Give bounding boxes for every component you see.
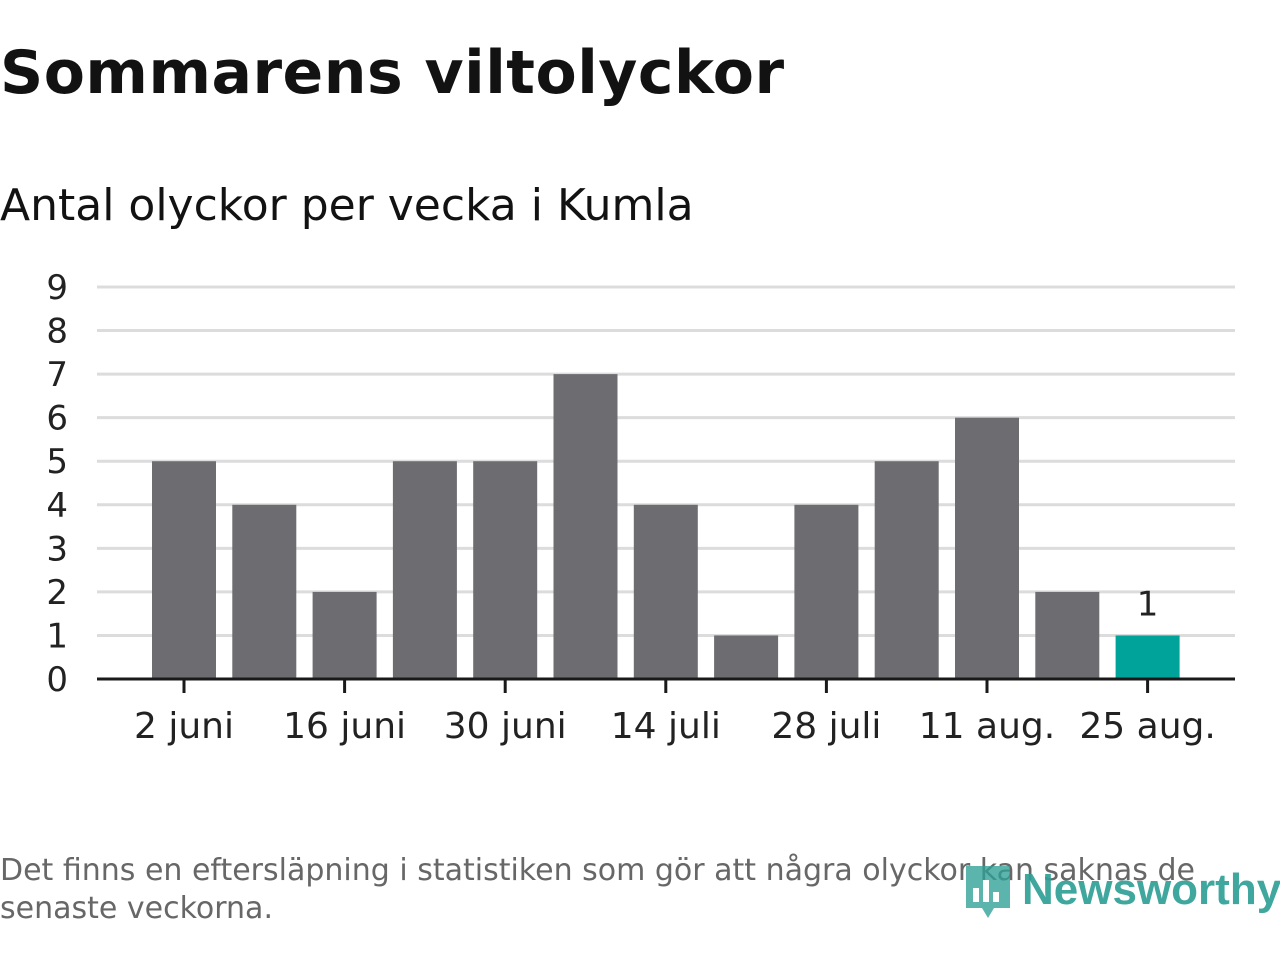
bar	[473, 461, 538, 679]
x-tick-label: 2 juni	[134, 706, 234, 747]
bar	[312, 591, 377, 679]
x-tick-label: 16 juni	[283, 706, 406, 747]
y-tick-label: 5	[46, 442, 68, 482]
bar	[874, 461, 939, 679]
bar	[714, 635, 779, 679]
bar	[794, 504, 859, 679]
bar	[1035, 591, 1100, 679]
y-tick-label: 6	[46, 399, 68, 439]
chart-subtitle: Antal olyckor per vecka i Kumla	[0, 180, 694, 231]
bar	[152, 461, 216, 679]
bar	[955, 417, 1019, 679]
bar	[553, 374, 618, 679]
y-tick-label: 3	[46, 529, 68, 569]
newsworthy-logo: Newsworthy	[962, 858, 1280, 922]
logo-text: Newsworthy	[1022, 865, 1280, 914]
y-tick-label: 9	[46, 268, 68, 308]
bar	[1115, 635, 1180, 679]
chart-title: Sommarens viltolyckor	[0, 38, 785, 108]
data-label: 1	[1137, 584, 1159, 624]
y-tick-label: 8	[46, 312, 68, 352]
x-tick-label: 28 juli	[771, 706, 881, 747]
bar	[633, 504, 698, 679]
x-tick-label: 11 aug.	[919, 706, 1055, 747]
bar	[232, 504, 297, 679]
x-tick-label: 14 juli	[611, 706, 721, 747]
newsworthy-bar-chart-icon	[966, 866, 1010, 918]
x-tick-label: 25 aug.	[1079, 706, 1215, 747]
y-tick-label: 0	[46, 660, 68, 700]
bar	[392, 461, 457, 679]
y-tick-label: 1	[46, 616, 68, 656]
x-tick-label: 30 juni	[444, 706, 567, 747]
y-tick-label: 7	[46, 355, 68, 395]
y-tick-label: 4	[46, 486, 68, 526]
y-tick-label: 2	[46, 573, 68, 613]
